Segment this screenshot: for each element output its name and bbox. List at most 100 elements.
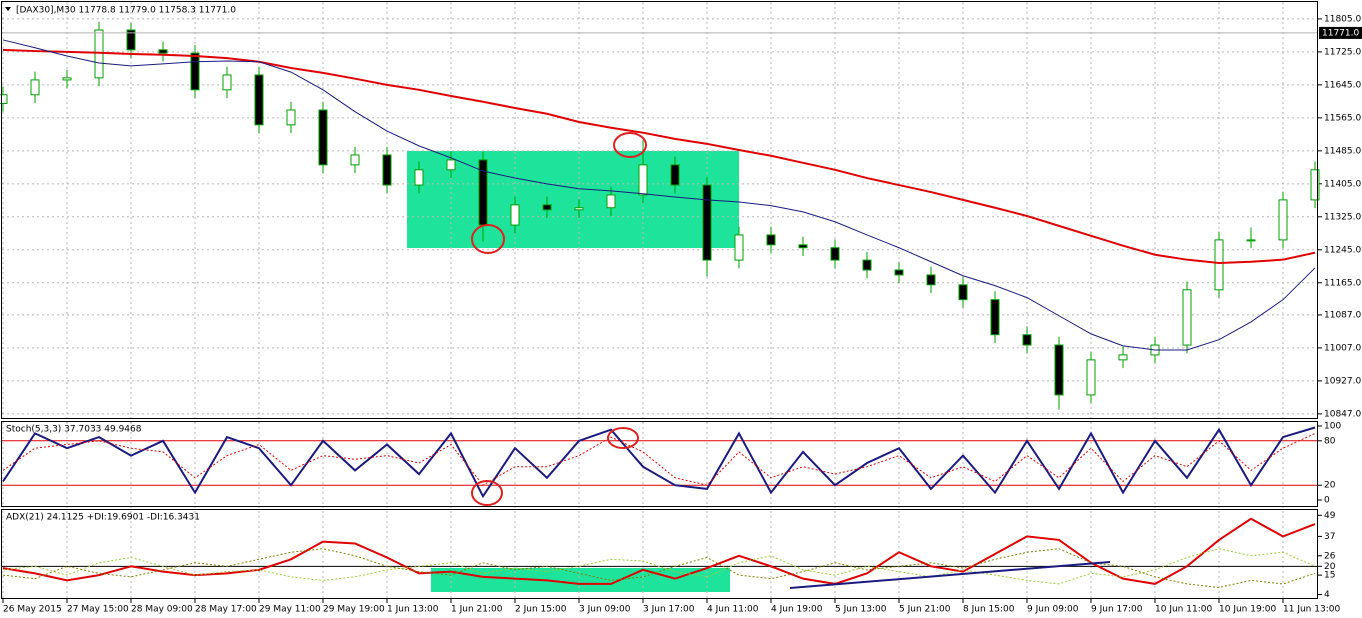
y-tick-label: 10847.0 [1324,409,1361,419]
x-tick-label: 8 Jun 15:00 [963,605,1015,615]
x-tick-label: 27 May 15:00 [67,605,129,615]
menu-arrow[interactable] [5,7,11,11]
candle-body [574,207,584,211]
y-tick-label: 11405.0 [1324,179,1361,189]
x-tick-label: 10 Jun 11:00 [1155,605,1212,615]
candle-body [958,284,968,301]
candle-body [1182,289,1192,346]
candle-body [1054,344,1064,396]
candle-body [126,29,136,51]
y-tick-label: 11245.0 [1324,245,1361,255]
y-tick-label: 11645.0 [1324,80,1361,90]
trend-line [789,561,1111,589]
y-tick-label: 20 [1324,481,1336,491]
candle-body [798,244,808,249]
indicator-line [2,426,1316,499]
candle-body [510,204,520,226]
x-tick-label: 4 Jun 11:00 [707,605,759,615]
candle-body [190,52,200,91]
candle-body [414,169,424,186]
candle-body [158,49,168,54]
x-tick-label: 26 May 2015 [3,605,62,615]
candle-body [1086,359,1096,396]
x-tick-label: 2 Jun 15:00 [515,605,567,615]
candle-body [1310,169,1320,201]
panel-frame [1,421,1318,507]
x-tick-label: 9 Jun 09:00 [1027,605,1079,615]
candle-body [350,154,360,166]
annotation-layer [471,132,1111,589]
x-tick-label: 4 Jun 19:00 [771,605,823,615]
candle-body [1278,199,1288,241]
candle-body [446,159,456,171]
panel-frame [1,509,1318,599]
x-tick-label: 5 Jun 21:00 [899,605,951,615]
candle-body [894,269,904,276]
highlight-circle [607,427,639,449]
y-tick-label: 49 [1324,511,1336,521]
main-title: [DAX30],M30 11778.8 11779.0 11758.3 1177… [16,6,236,16]
x-tick-label: 29 May 19:00 [323,605,385,615]
y-tick-label: 26 [1324,551,1336,561]
y-tick-label: 80 [1324,436,1336,446]
highlight-box [407,151,739,248]
x-tick-label: 1 Jun 13:00 [387,605,439,615]
candle-body [222,74,232,91]
price-label: 11771.0 [1322,28,1359,38]
y-tick-label: 15 [1324,571,1335,581]
highlight-box [431,568,730,592]
candle-body [830,247,840,261]
y-tick-label: 20 [1324,562,1336,572]
highlight-circle [471,224,505,254]
candle-body [318,109,328,166]
y-tick-label: 37 [1324,532,1335,542]
candle-body [30,79,40,96]
candle-body [94,29,104,79]
y-tick-label: 100 [1324,422,1341,432]
annotation-layer-under [407,151,739,592]
x-tick-label: 9 Jun 17:00 [1091,605,1143,615]
candle-body [862,259,872,271]
candle-body [1246,239,1256,242]
candle-body [1118,354,1128,361]
x-tick-label: 5 Jun 13:00 [835,605,887,615]
candle-body [734,234,744,261]
x-tick-label: 3 Jun 09:00 [579,605,631,615]
y-tick-label: 11565.0 [1324,113,1361,123]
x-tick-label: 3 Jun 17:00 [643,605,695,615]
y-tick-label: 11165.0 [1324,278,1361,288]
x-tick-label: 1 Jun 21:00 [451,605,503,615]
candle-body [286,109,296,126]
x-tick-label: 10 Jun 19:00 [1219,605,1276,615]
stoch-title: Stoch(5,3,3) 37.7033 49.9468 [6,425,142,435]
highlight-circle [613,132,647,158]
y-tick-label: 11485.0 [1324,146,1361,156]
y-tick-label: 11805.0 [1324,14,1361,24]
candle-body [542,204,552,211]
candle-body [1022,334,1032,346]
indicator-line [2,548,1316,585]
candle-body [606,194,616,209]
highlight-circle [471,480,503,506]
indicator-line [2,48,1316,264]
candle-body [0,94,8,104]
candle-body [670,164,680,186]
x-tick-label: 28 May 09:00 [131,605,193,615]
y-tick-label: 11325.0 [1324,212,1361,222]
candle-body [62,77,72,81]
candle-body [382,154,392,186]
panel-frame [1,1,1318,419]
indicator-line [2,39,1316,351]
x-tick-label: 28 May 17:00 [195,605,257,615]
y-tick-label: 11007.0 [1324,343,1361,353]
price-label-box [1319,26,1362,39]
x-tick-label: 29 May 11:00 [259,605,321,615]
candle-body [254,74,264,126]
frames [1,1,1318,599]
adx-title: ADX(21) 24.1125 +DI:19.6901 -DI:16.3431 [6,513,200,523]
candle-body [926,274,936,286]
candle-body [638,164,648,196]
